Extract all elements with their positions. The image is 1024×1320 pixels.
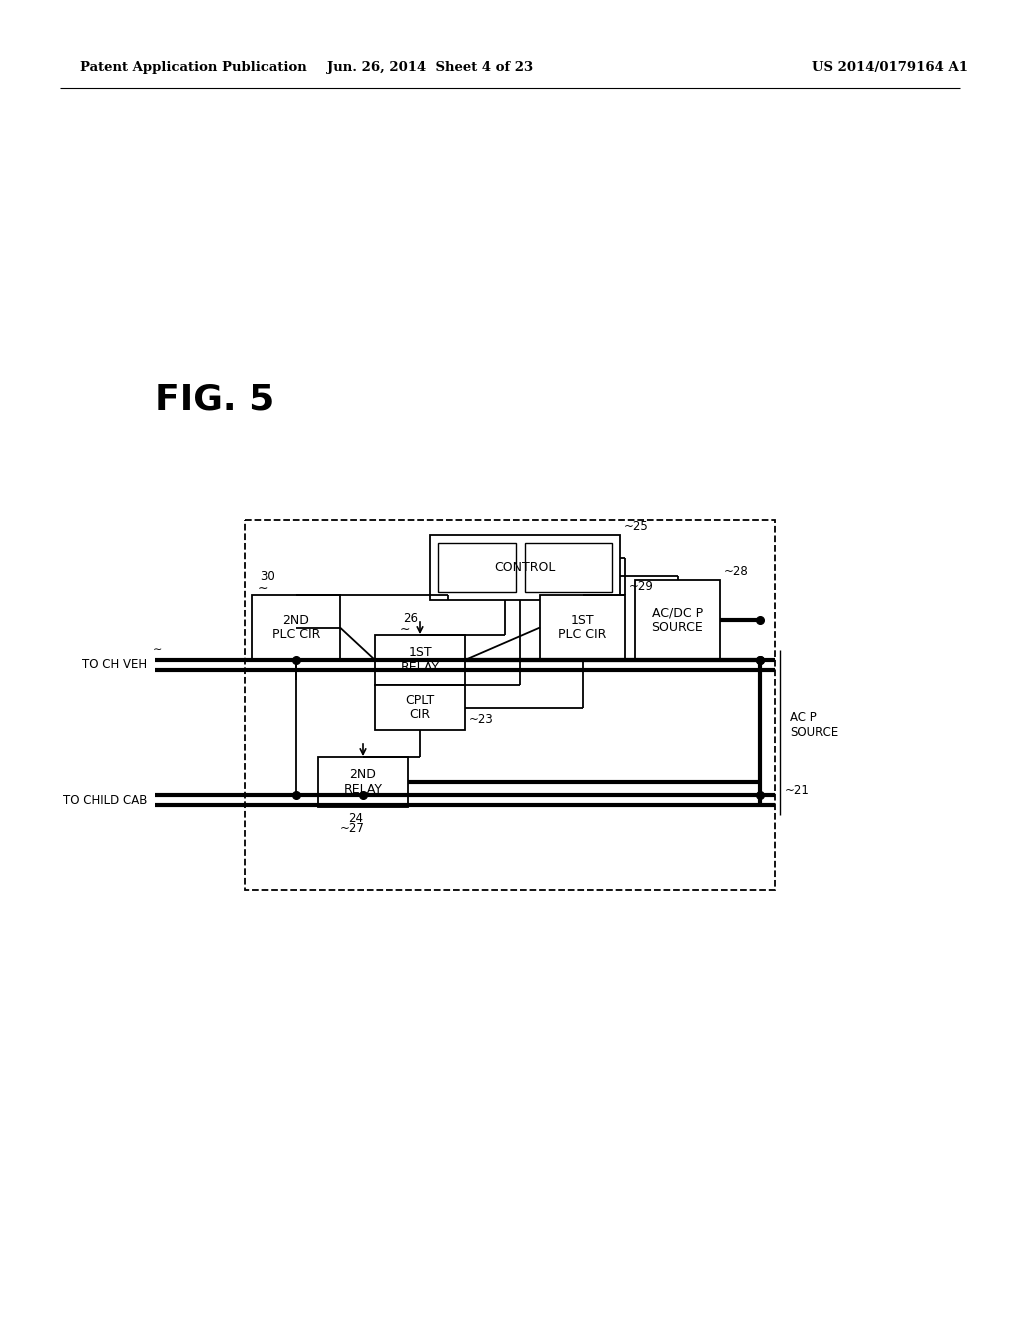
Bar (252, 595, 340, 660)
Text: ∼: ∼ (153, 645, 162, 655)
Text: 2ND
PLC CIR: 2ND PLC CIR (271, 614, 321, 642)
Text: TO CHILD CAB: TO CHILD CAB (62, 793, 147, 807)
Bar (540, 595, 625, 660)
Text: ~23: ~23 (469, 713, 494, 726)
Bar (375, 635, 465, 685)
Text: 1ST
RELAY: 1ST RELAY (400, 645, 439, 675)
Text: ∼: ∼ (258, 582, 268, 594)
Text: ~27: ~27 (340, 822, 365, 836)
Text: 24: 24 (348, 813, 362, 825)
Text: Patent Application Publication: Patent Application Publication (80, 62, 307, 74)
Text: CPLT
CIR: CPLT CIR (406, 693, 434, 722)
Text: AC P
SOURCE: AC P SOURCE (790, 711, 839, 739)
Bar (318, 756, 408, 807)
Text: FIG. 5: FIG. 5 (155, 383, 274, 417)
Text: TO CH VEH: TO CH VEH (82, 659, 147, 672)
Text: US 2014/0179164 A1: US 2014/0179164 A1 (812, 62, 968, 74)
Text: ~21: ~21 (785, 784, 810, 796)
Bar (525, 543, 612, 591)
Text: 30: 30 (260, 570, 274, 583)
Text: ~28: ~28 (724, 565, 749, 578)
Text: 26: 26 (403, 612, 418, 626)
Text: ~29: ~29 (629, 579, 654, 593)
Bar (438, 543, 515, 591)
Text: 2ND
RELAY: 2ND RELAY (343, 768, 383, 796)
Text: ∼: ∼ (400, 623, 411, 635)
Text: ~25: ~25 (624, 520, 649, 533)
Text: Jun. 26, 2014  Sheet 4 of 23: Jun. 26, 2014 Sheet 4 of 23 (327, 62, 534, 74)
Text: CONTROL: CONTROL (495, 561, 556, 574)
Bar (635, 579, 720, 660)
Bar (430, 535, 620, 601)
Text: AC/DC P
SOURCE: AC/DC P SOURCE (651, 606, 703, 634)
Bar (375, 685, 465, 730)
Bar (245, 520, 775, 890)
Text: 1ST
PLC CIR: 1ST PLC CIR (558, 614, 606, 642)
